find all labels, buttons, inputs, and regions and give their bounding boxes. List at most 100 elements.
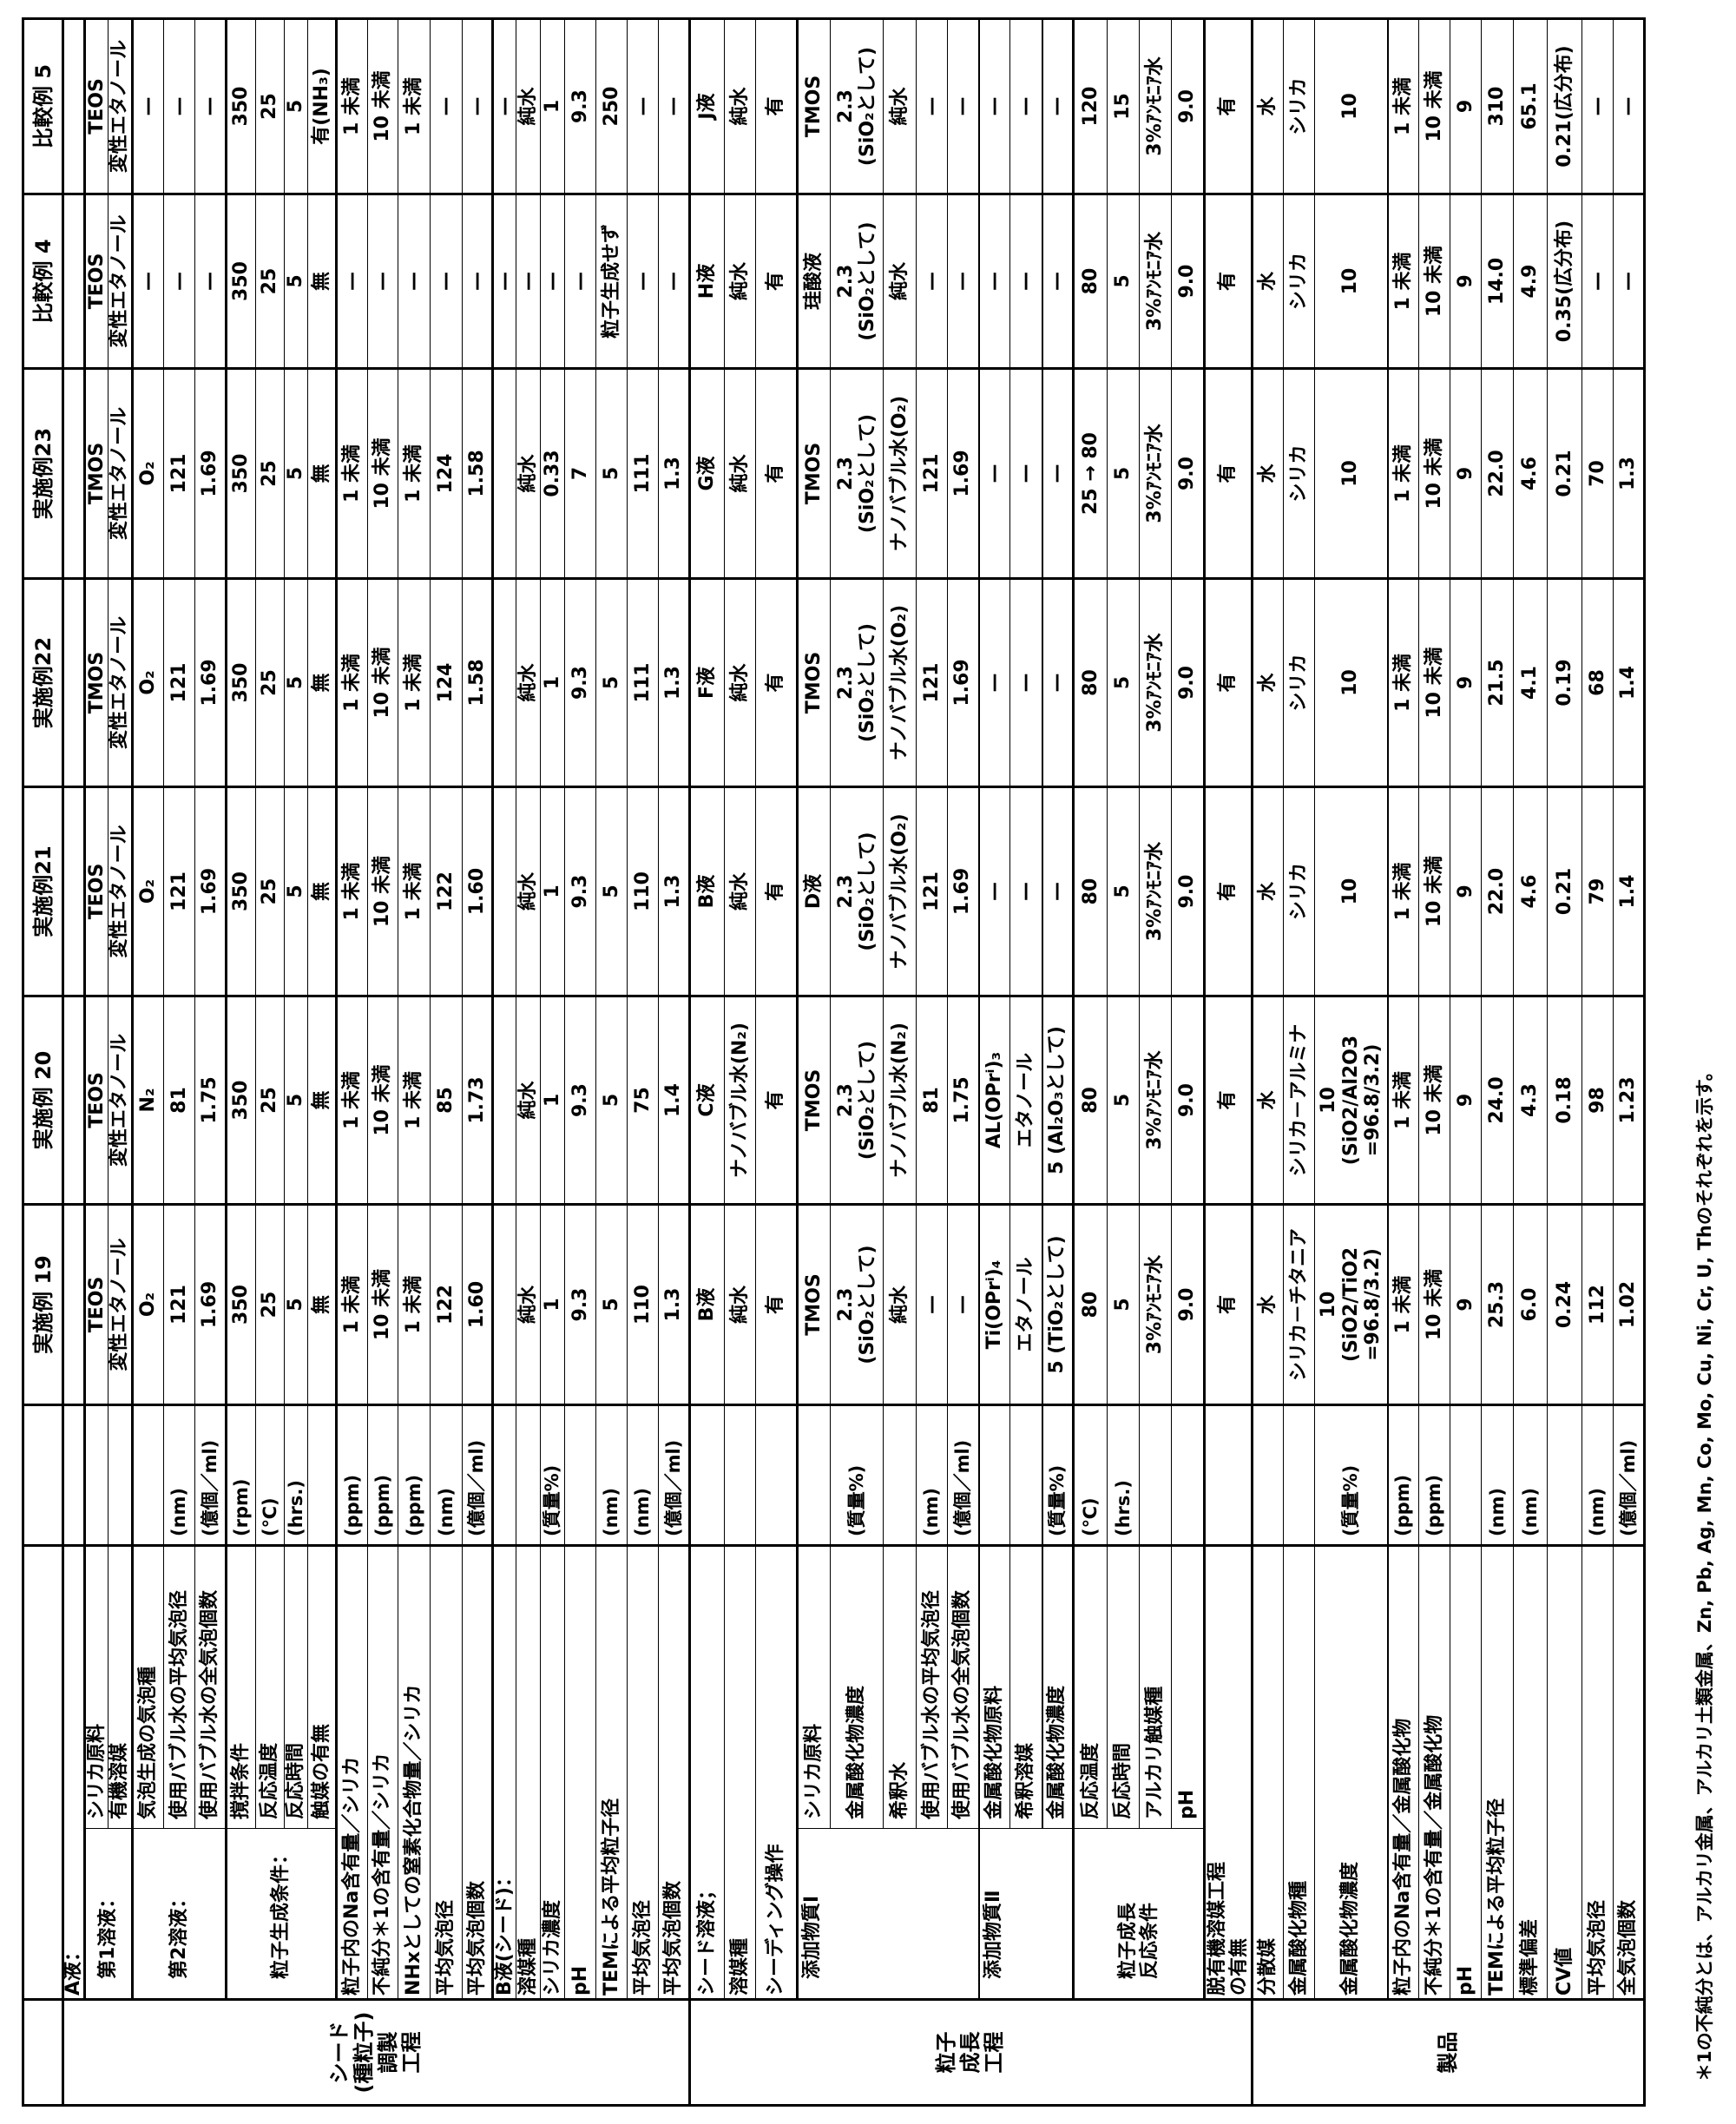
unit-label — [690, 1405, 725, 1546]
table-cell: 純水 — [516, 996, 541, 1205]
table-cell: 25 — [256, 1205, 285, 1405]
table-cell: 9.0 — [1172, 369, 1205, 579]
row-label: pH — [1450, 1546, 1482, 2000]
table-cell: 1.60 — [463, 1205, 493, 1405]
row-label: 撹拌条件 — [227, 1546, 256, 1829]
table-cell: 1 未満 — [337, 579, 368, 787]
table-cell: 10 (SiO2/TiO2 =96.8/3.2) — [1315, 1205, 1388, 1405]
table-cell: 10 未満 — [1419, 19, 1450, 194]
table-cell: 1 — [541, 19, 565, 194]
section-label-product: 製品 — [1253, 2000, 1645, 2106]
corner-cell — [23, 2000, 63, 2106]
table-cell: — — [1042, 787, 1074, 996]
row-label: 分散媒 — [1253, 1546, 1284, 2000]
table-cell: 無 — [308, 194, 337, 369]
table-row: 使用バブル水の全気泡個数 (億個／ml) 1.69 1.75 1.69 1.69… — [195, 19, 227, 2106]
table-cell: シリカ — [1284, 19, 1315, 194]
table-cell: 無 — [308, 787, 337, 996]
table-cell — [493, 996, 516, 1205]
table-cell: 9.3 — [565, 996, 596, 1205]
table-row: 反応時間 (hrs.) 5 5 5 5 5 5 15 — [1108, 19, 1140, 2106]
unit-label — [1172, 1405, 1205, 1546]
table-cell: 10 未満 — [368, 369, 398, 579]
row-label: 標準偏差 — [1514, 1546, 1548, 2000]
table-cell: 有 — [1205, 996, 1253, 1205]
table-cell: 1.75 — [948, 996, 979, 1205]
table-cell: 5 — [285, 369, 308, 579]
group-label-additive-1: 添加物質Ⅰ — [798, 1829, 979, 2000]
table-cell: 85 — [431, 996, 463, 1205]
table-row: TEMによる平均粒子径 (nm) 25.3 24.0 22.0 21.5 22.… — [1482, 19, 1514, 2106]
table-cell: 10 — [1315, 579, 1388, 787]
table-cell — [493, 369, 516, 579]
unit-label: (rpm) — [227, 1405, 256, 1546]
table-row: TEMによる平均粒子径 (nm) 5 5 5 5 5 粒子生成せず 250 — [596, 19, 628, 2106]
unit-label: (nm) — [1582, 1405, 1614, 1546]
table-cell: 3%ｱﾝﾓﾆｱ水 — [1140, 787, 1172, 996]
table-cell: 純水 — [516, 787, 541, 996]
table-cell: D液 — [798, 787, 831, 996]
group-label-second-solution: 第2溶液： — [133, 1829, 227, 2000]
row-label: 金属酸化物種 — [1284, 1546, 1315, 2000]
table-cell: 1.73 — [463, 996, 493, 1205]
row-label: 反応時間 — [285, 1546, 308, 1829]
group-label-first-solution: 第1溶液： — [85, 1829, 133, 2000]
table-cell: 120 — [1074, 19, 1108, 194]
row-label: 希釈水 — [884, 1546, 917, 1829]
table-cell: 10 未満 — [1419, 1205, 1450, 1405]
row-label: 脱有機溶媒工程 の有無 — [1205, 1546, 1253, 2000]
table-cell: 純水 — [884, 19, 917, 194]
table-cell: TMOS — [798, 996, 831, 1205]
unit-label: (ppm) — [337, 1405, 368, 1546]
table-cell: O₂ — [133, 369, 164, 579]
row-label: 平均気泡径 — [628, 1546, 659, 2000]
table-cell: 1.69 — [195, 579, 227, 787]
table-row: 金属酸化物濃度 (質量%) 5 (TiO₂として) 5 (Al₂O₃として) —… — [1042, 19, 1074, 2106]
table-cell: 79 — [1582, 787, 1614, 996]
table-cell: 2.3 (SiO₂として) — [831, 996, 884, 1205]
table-cell: 25 — [256, 194, 285, 369]
table-cell: 有 — [756, 787, 798, 996]
table-cell: — — [516, 194, 541, 369]
table-row: 平均気泡径 (nm) 112 98 79 68 70 — — — [1582, 19, 1614, 2106]
table-row: 金属酸化物濃度 (質量%) 2.3 (SiO₂として) 2.3 (SiO₂として… — [831, 19, 884, 2106]
table-cell: 9.3 — [565, 579, 596, 787]
table-row: 不純分＊1の含有量／金属酸化物 (ppm) 10 未満 10 未満 10 未満 … — [1419, 19, 1450, 2106]
row-label: 不純分＊1の含有量／シリカ — [368, 1546, 398, 2000]
table-row: 使用バブル水の平均気泡径 (nm) 121 81 121 121 121 — — — [164, 19, 195, 2106]
table-row: 不純分＊1の含有量／シリカ (ppm) 10 未満 10 未満 10 未満 10… — [368, 19, 398, 2106]
group-label-additive-2: 添加物質Ⅱ — [979, 1829, 1074, 2000]
table-cell: 有 — [756, 194, 798, 369]
table-cell: — — [917, 1205, 948, 1405]
row-label: 気泡生成の気泡種 — [133, 1546, 164, 1829]
table-cell: 0.24 — [1548, 1205, 1582, 1405]
table-cell: 有 — [756, 369, 798, 579]
table-cell: 5 — [285, 579, 308, 787]
table-row: 希釈溶媒 エタノール エタノール — — — — — — [1010, 19, 1042, 2106]
row-label: 使用バブル水の平均気泡径 — [917, 1546, 948, 1829]
table-cell: 水 — [1253, 787, 1284, 996]
column-header-comparative-5: 比較例 5 — [23, 19, 63, 194]
row-label: TEMによる平均粒子径 — [596, 1546, 628, 2000]
table-row: シード (種粒子) 調製 工程 A液： — [63, 19, 85, 2106]
table-cell: エタノール — [1010, 1205, 1042, 1405]
table-cell: 3%ｱﾝﾓﾆｱ水 — [1140, 369, 1172, 579]
unit-label: (億個／ml) — [948, 1405, 979, 1546]
column-header-example-23: 実施例23 — [23, 369, 63, 579]
table-cell: — — [431, 194, 463, 369]
table-cell: 121 — [164, 579, 195, 787]
table-cell: 有 — [1205, 579, 1253, 787]
table-row: 平均気泡径 (nm) 122 85 122 124 124 — — — [431, 19, 463, 2106]
table-cell: 1.4 — [1614, 579, 1645, 787]
table-cell: 9.0 — [1172, 1205, 1205, 1405]
unit-label: (億個／ml) — [195, 1405, 227, 1546]
table-cell: 純水 — [725, 369, 756, 579]
table-cell: 5 — [1108, 579, 1140, 787]
table-cell: 25 — [256, 579, 285, 787]
table-cell: — — [493, 194, 516, 369]
table-cell: 変性エタノール — [108, 369, 133, 579]
column-header-example-22: 実施例22 — [23, 579, 63, 787]
table-cell: 有 — [1205, 369, 1253, 579]
table-row: 製品 分散媒 水 水 水 水 水 水 水 — [1253, 19, 1284, 2106]
table-row: 溶媒種 純水 純水 純水 純水 純水 — 純水 — [516, 19, 541, 2106]
